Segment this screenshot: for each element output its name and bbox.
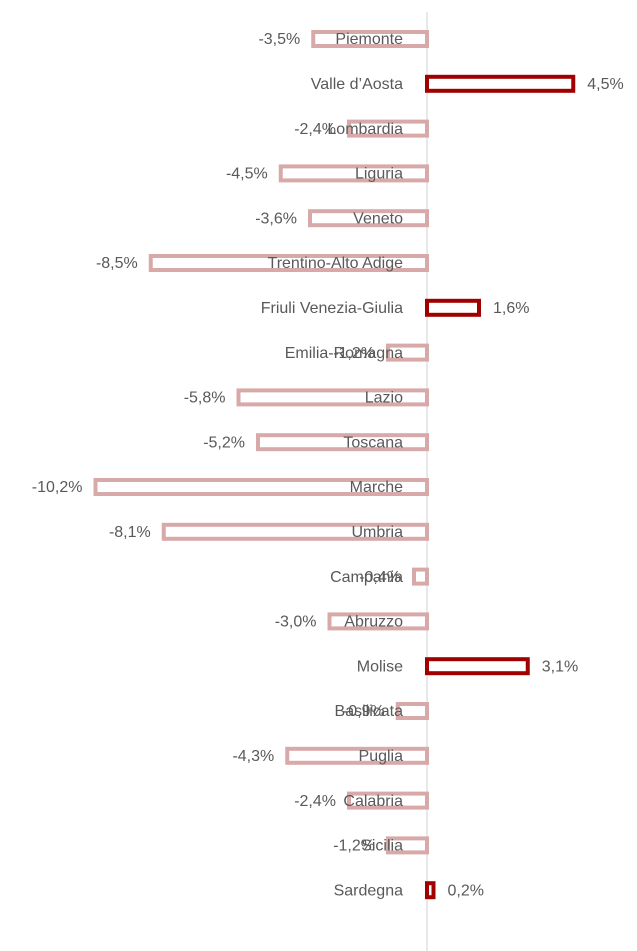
value-label: -4,5%: [226, 166, 268, 183]
bar: [285, 746, 429, 765]
value-label: -8,1%: [109, 524, 151, 541]
bar: [395, 702, 429, 720]
bar: [236, 388, 429, 407]
value-label: -0,9%: [343, 703, 385, 720]
bar: [425, 298, 481, 317]
bar: [311, 30, 429, 48]
bar: [161, 522, 429, 541]
value-label: -0,4%: [359, 569, 401, 586]
bar: [148, 254, 429, 272]
category-label: Lazio: [365, 390, 403, 407]
category-label: Abruzzo: [344, 614, 403, 631]
value-label: -3,6%: [255, 210, 297, 227]
value-label: -4,3%: [232, 748, 274, 765]
category-label: Valle d’Aosta: [311, 76, 403, 93]
value-label: -5,8%: [184, 390, 226, 407]
bar: [412, 567, 429, 586]
value-label: -3,0%: [275, 614, 317, 631]
category-label: Basilicata: [335, 703, 404, 720]
category-label: Lombardia: [327, 121, 403, 138]
bar: [93, 478, 429, 496]
category-label: Veneto: [353, 210, 403, 227]
value-label: -3,5%: [258, 31, 300, 48]
bar: [347, 791, 429, 810]
bar: [278, 164, 429, 183]
bar: [256, 433, 429, 452]
category-label: Liguria: [355, 166, 403, 183]
value-label: -1,2%: [333, 838, 375, 855]
category-label: Emilia-Romagna: [285, 345, 403, 362]
value-label: -5,2%: [203, 434, 245, 451]
value-label: -10,2%: [32, 479, 83, 496]
category-label: Sicilia: [361, 838, 403, 855]
bar: [425, 74, 576, 93]
bar: [347, 119, 429, 138]
category-label: Friuli Venezia-Giulia: [261, 300, 403, 317]
value-label: 4,5%: [587, 76, 623, 93]
bar: [327, 612, 429, 631]
category-label: Umbria: [351, 524, 403, 541]
value-label: -2,4%: [294, 793, 336, 810]
value-label: -1,2%: [333, 345, 375, 362]
value-label: 0,2%: [448, 882, 484, 899]
bar: [386, 836, 429, 855]
category-label: Marche: [350, 479, 403, 496]
bar: [425, 657, 530, 676]
bar: [386, 343, 429, 362]
category-label: Piemonte: [335, 31, 403, 48]
value-label: -2,4%: [294, 121, 336, 138]
category-label: Sardegna: [334, 882, 403, 899]
category-label: Toscana: [343, 434, 403, 451]
category-label: Campania: [330, 569, 403, 586]
value-label: 3,1%: [542, 658, 578, 675]
category-label: Trentino-Alto Adige: [268, 255, 404, 272]
category-label: Calabria: [343, 793, 403, 810]
bar: [308, 209, 429, 228]
category-label: Molise: [357, 658, 403, 675]
value-label: -8,5%: [96, 255, 138, 272]
category-label: Puglia: [359, 748, 404, 765]
bar: [425, 881, 436, 900]
value-label: 1,6%: [493, 300, 529, 317]
